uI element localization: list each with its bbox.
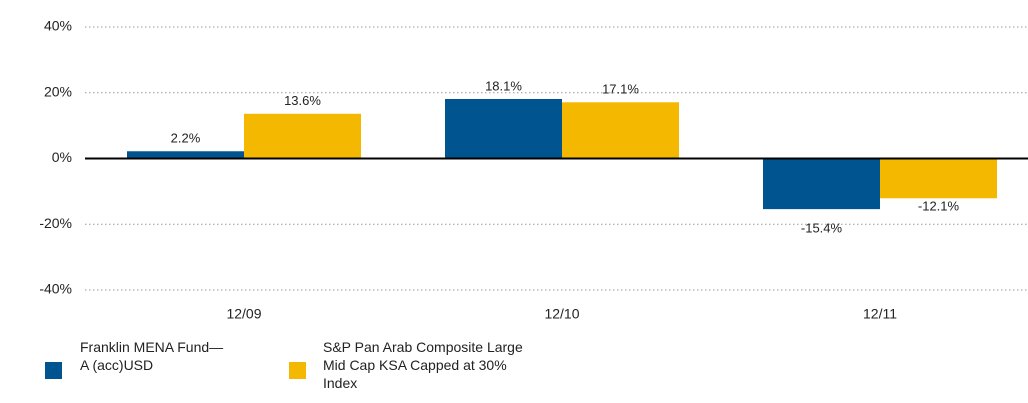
bar	[880, 158, 997, 199]
value-label: 13.6%	[284, 93, 321, 108]
y-tick-label: 40%	[44, 18, 72, 34]
x-tick-label: 12/11	[863, 306, 897, 322]
legend-swatch	[289, 362, 306, 379]
x-tick-label: 12/09	[226, 306, 261, 322]
bar	[127, 151, 244, 159]
y-tick-label: -20%	[39, 215, 72, 231]
legend-swatch	[45, 362, 62, 379]
bar	[763, 158, 880, 210]
value-label: -15.4%	[801, 221, 843, 236]
x-tick-label: 12/10	[544, 306, 579, 322]
bar	[562, 102, 679, 159]
y-tick-label: 0%	[52, 149, 72, 165]
y-tick-label: 20%	[44, 83, 72, 99]
value-label: -12.1%	[918, 199, 960, 214]
value-label: 17.1%	[602, 82, 639, 97]
bar	[244, 113, 361, 159]
value-label: 18.1%	[485, 78, 522, 93]
bar	[445, 98, 562, 159]
value-label: 2.2%	[171, 131, 201, 146]
y-tick-label: -40%	[39, 281, 72, 297]
legend-label: S&P Pan Arab Composite Large Mid Cap KSA…	[323, 339, 523, 391]
legend-label: Franklin MENA Fund—A (acc)USD	[80, 339, 224, 373]
